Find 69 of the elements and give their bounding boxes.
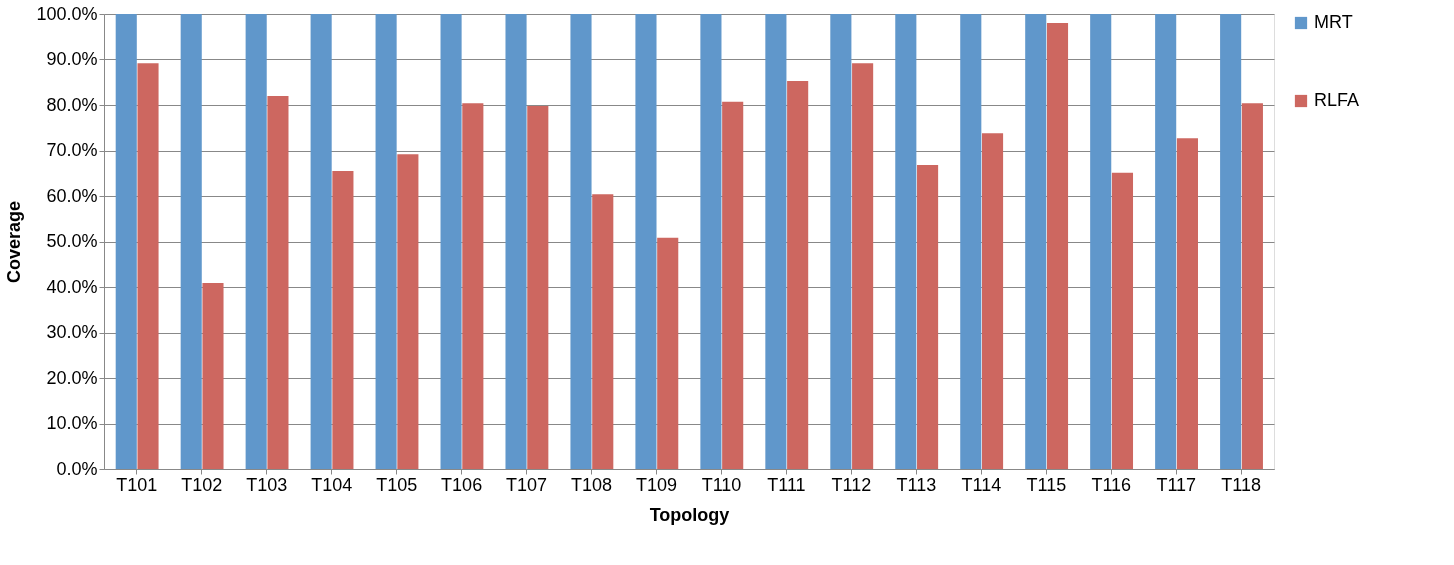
y-tick-label: 90.0%: [46, 49, 98, 69]
bar: [1155, 14, 1177, 469]
bar: [830, 14, 852, 469]
x-tick-label: T117: [1156, 474, 1197, 495]
bar: [960, 14, 982, 469]
x-tick-label: T112: [831, 474, 872, 495]
x-tick-label: T104: [311, 474, 353, 495]
bar: [787, 80, 809, 469]
y-tick-label: 0.0%: [56, 458, 98, 479]
y-tick-label: 60.0%: [46, 185, 98, 206]
bar: [895, 14, 917, 469]
bar: [462, 103, 484, 469]
x-tick-label: T103: [246, 474, 288, 495]
y-tick-label: 80.0%: [46, 94, 98, 115]
x-tick-label: T113: [896, 474, 937, 495]
x-tick-label: T109: [636, 474, 678, 495]
bar: [635, 14, 657, 469]
bar: [700, 14, 722, 469]
y-tick-label: 70.0%: [46, 140, 98, 160]
x-tick-label: T101: [116, 474, 158, 495]
bar: [267, 95, 289, 469]
bar: [1090, 14, 1112, 469]
x-tick-label: T116: [1091, 474, 1132, 495]
bar: [397, 154, 419, 469]
bar: [1176, 138, 1198, 469]
bar: [137, 63, 159, 469]
x-tick-label: T102: [181, 474, 223, 495]
x-tick-label: T107: [506, 474, 548, 495]
bar: [202, 282, 224, 469]
bar: [1241, 103, 1263, 469]
y-tick-label: 50.0%: [46, 231, 98, 251]
x-tick-label: T114: [961, 474, 1002, 495]
x-tick-label: T118: [1221, 474, 1262, 495]
bar: [852, 63, 874, 469]
y-tick-label: 100.0%: [36, 3, 98, 24]
x-tick-label: T110: [701, 474, 742, 495]
bar: [332, 170, 354, 469]
x-tick-label: T111: [767, 474, 806, 495]
bar: [505, 14, 527, 469]
bar: [180, 14, 202, 469]
bar: [375, 14, 397, 469]
legend-label: RLFA: [1314, 90, 1360, 110]
bar: [245, 14, 267, 469]
x-tick-label: T108: [571, 474, 613, 495]
y-tick-label: 20.0%: [46, 367, 98, 388]
y-tick-label: 10.0%: [46, 413, 98, 433]
bar: [592, 194, 614, 469]
x-tick-label: T106: [441, 474, 483, 495]
y-tick-label: 30.0%: [46, 322, 98, 342]
bar: [657, 237, 679, 469]
bar: [1046, 23, 1069, 469]
bar: [981, 133, 1004, 469]
bar: [917, 165, 939, 469]
bar: [765, 14, 787, 469]
x-axis-title: Topology: [649, 504, 730, 525]
bar: [1025, 14, 1047, 469]
legend-label: MRT: [1314, 12, 1353, 32]
y-tick-label: 40.0%: [46, 276, 98, 297]
x-tick-label: T105: [376, 474, 418, 495]
bar: [310, 14, 332, 469]
bar: [1111, 172, 1134, 469]
bar: [527, 105, 549, 469]
bar: [440, 14, 462, 469]
x-tick-label: T115: [1026, 474, 1067, 495]
y-axis-title: Coverage: [4, 200, 25, 284]
bar: [722, 101, 744, 469]
bar: [570, 14, 592, 469]
bar: [1220, 14, 1242, 469]
bar: [115, 14, 137, 469]
